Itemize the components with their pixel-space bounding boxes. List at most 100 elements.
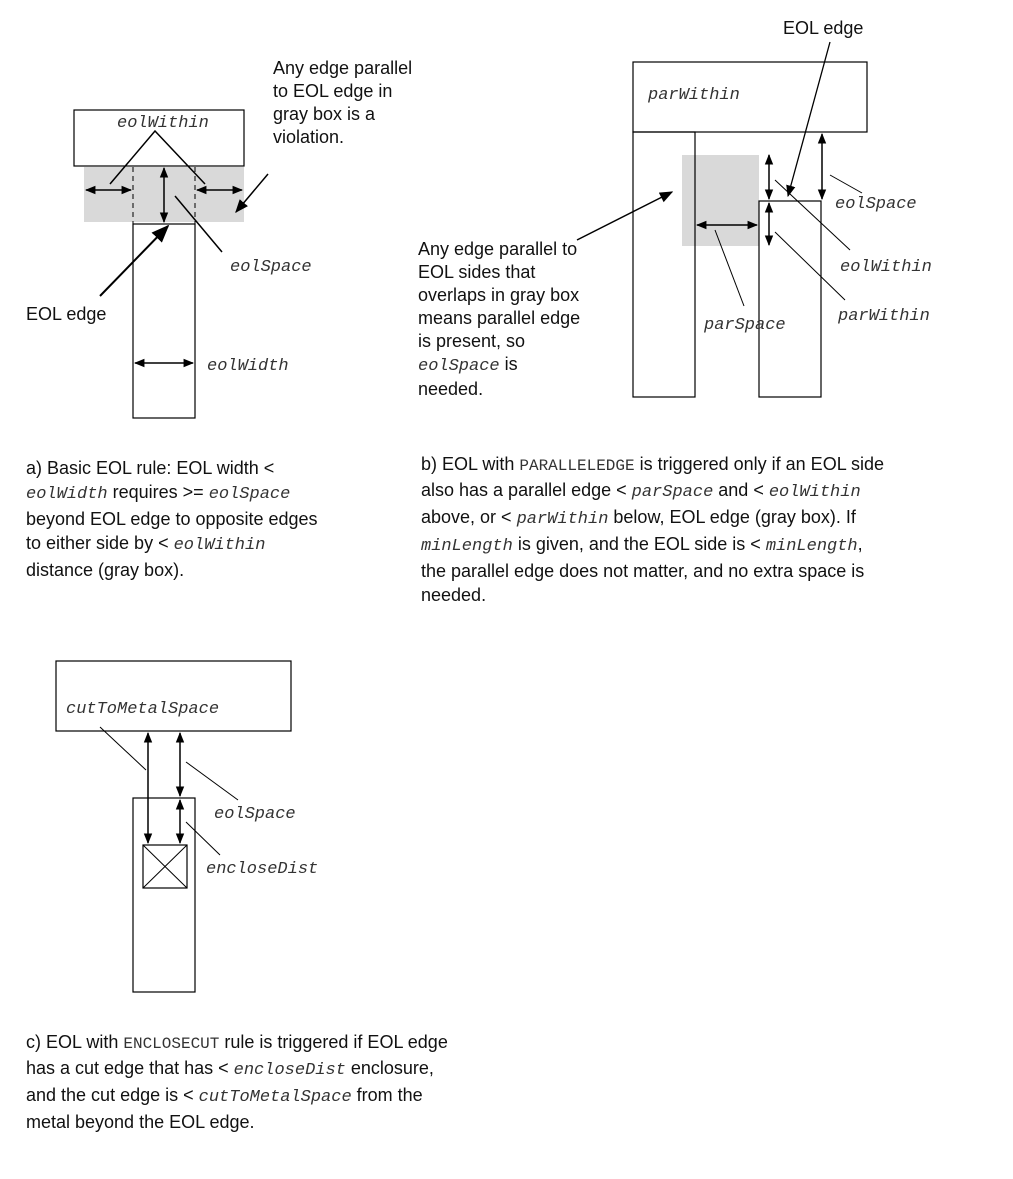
- caption-b-line: above, or < parWithin below, EOL edge (g…: [421, 505, 884, 532]
- caption-b-text: ,: [857, 534, 863, 554]
- eol-edge-leader-a: [99, 224, 170, 297]
- label-eol-space-b: eolSpace: [835, 195, 917, 214]
- note-b: Any edge parallel to EOL sides that over…: [418, 238, 580, 401]
- caption-b-text: b) EOL with: [421, 454, 520, 474]
- label-eol-space-a: eolSpace: [230, 258, 312, 277]
- note-a-line: Any edge parallel: [273, 58, 413, 78]
- note-b-text: is: [499, 354, 518, 374]
- cut-via-square: [142, 844, 188, 889]
- label-par-within-b: parWithin: [837, 307, 930, 326]
- diagram-c: cutToMetalSpace eolSpace encloseDist: [55, 660, 318, 993]
- caption-b-text: above, or <: [421, 507, 517, 527]
- caption-b-text: also has a parallel edge <: [421, 480, 632, 500]
- eol-metal-rect-b: [758, 200, 822, 398]
- caption-a-line: beyond EOL edge to opposite edges: [26, 509, 318, 529]
- enclose-dist-leader: [185, 821, 221, 856]
- label-eol-space-c: eolSpace: [214, 805, 296, 824]
- caption-b-line: b) EOL with PARALLELEDGE is triggered on…: [421, 452, 884, 478]
- eol-edge-leader-b: [786, 41, 831, 198]
- note-a-line: gray box is a: [273, 104, 376, 124]
- label-par-space-b: parSpace: [703, 316, 786, 335]
- parallel-note-leader: [576, 191, 674, 241]
- par-within-leader-b: [774, 231, 846, 301]
- par-within-rect: [632, 61, 868, 133]
- eol-space-leader-c: [185, 761, 239, 801]
- cut-to-metal-leader: [99, 726, 147, 771]
- caption-a-text: requires >=: [107, 482, 209, 502]
- label-cut-to-metal: cutToMetalSpace: [66, 700, 219, 719]
- eol-space-leader-b: [829, 174, 863, 194]
- caption-c-code: cutToMetalSpace: [198, 1088, 352, 1107]
- gray-parallel-box: [682, 155, 759, 246]
- caption-c-text: from the: [351, 1085, 423, 1105]
- caption-a-line: distance (gray box).: [26, 560, 185, 580]
- caption-a-line: eolWidth requires >= eolSpace: [26, 480, 318, 507]
- caption-a: a) Basic EOL rule: EOL width < eolWidth …: [26, 456, 318, 582]
- cut-to-metal-rect: [55, 660, 292, 732]
- caption-c-line: and the cut edge is < cutToMetalSpace fr…: [26, 1083, 448, 1110]
- caption-b-line: needed.: [421, 585, 487, 605]
- caption-c-line: has a cut edge that has < encloseDist en…: [26, 1056, 448, 1083]
- note-b-line: overlaps in gray box: [418, 285, 580, 305]
- eol-space-leader: [174, 195, 223, 253]
- note-b-eolspace: eolSpace: [418, 357, 500, 376]
- note-a-line: violation.: [273, 127, 345, 147]
- upper-metal-rect: [73, 109, 245, 167]
- label-eol-within-a: eolWithin: [117, 114, 209, 133]
- caption-c-text: c) EOL with: [26, 1032, 124, 1052]
- label-enclose-dist: encloseDist: [206, 860, 318, 879]
- eol-within-leader-b: [774, 179, 851, 251]
- caption-b-code: parWithin: [516, 510, 609, 529]
- caption-a-code: eolWidth: [26, 485, 108, 504]
- diagram-a: eolWithin eolSpace eolWidth EOL edge: [26, 109, 312, 419]
- caption-a-line: to either side by < eolWithin: [26, 531, 318, 558]
- caption-b-code: minLength: [765, 537, 858, 556]
- diagram-b: EOL edge parWithin eolSpace eolWithin pa…: [576, 18, 932, 398]
- caption-c-line: metal beyond the EOL edge.: [26, 1112, 255, 1132]
- label-eol-width-a: eolWidth: [207, 357, 289, 376]
- caption-c-text: has a cut edge that has <: [26, 1058, 234, 1078]
- caption-a-line: a) Basic EOL rule: EOL width <: [26, 458, 275, 478]
- caption-b-line: also has a parallel edge < parSpace and …: [421, 478, 884, 505]
- violation-leader: [235, 173, 269, 214]
- eol-within-leader: [109, 129, 206, 185]
- note-b-line: needed.: [418, 379, 484, 399]
- caption-c-text: rule is triggered if EOL edge: [219, 1032, 448, 1052]
- caption-b-keyword: PARALLELEDGE: [519, 457, 635, 475]
- caption-c-text: and the cut edge is <: [26, 1085, 199, 1105]
- label-eol-within-b: eolWithin: [840, 258, 932, 277]
- note-a-line: to EOL edge in: [273, 81, 393, 101]
- caption-c-line: c) EOL with ENCLOSECUT rule is triggered…: [26, 1030, 448, 1056]
- label-eol-edge-a: EOL edge: [26, 304, 106, 324]
- caption-b-line: minLength is given, and the EOL side is …: [421, 532, 884, 559]
- note-b-line: Any edge parallel to: [418, 239, 578, 259]
- eol-metal-rect: [132, 223, 196, 419]
- note-a: Any edge parallel to EOL edge in gray bo…: [273, 57, 412, 149]
- label-eol-edge-b: EOL edge: [783, 18, 863, 38]
- note-b-line: eolSpace is: [418, 353, 580, 378]
- note-b-line: is present, so: [418, 331, 526, 351]
- caption-a-text: to either side by <: [26, 533, 174, 553]
- caption-a-code: eolWithin: [173, 536, 266, 555]
- caption-c-code: encloseDist: [233, 1061, 346, 1080]
- caption-b-text: is triggered only if an EOL side: [634, 454, 885, 474]
- caption-b-code: minLength: [421, 537, 513, 556]
- cut-via-cross-2: [142, 844, 188, 889]
- caption-c-text: enclosure,: [345, 1058, 434, 1078]
- caption-b-code: eolWithin: [768, 483, 861, 502]
- caption-b-text: below, EOL edge (gray box). If: [608, 507, 856, 527]
- caption-b: b) EOL with PARALLELEDGE is triggered on…: [421, 452, 884, 607]
- par-space-leader-b: [714, 229, 745, 307]
- caption-b-text: and <: [713, 480, 769, 500]
- note-b-line: means parallel edge: [418, 308, 581, 328]
- caption-b-code: parSpace: [631, 483, 714, 502]
- eol-metal-rect-c: [132, 797, 196, 993]
- left-metal-rect: [632, 131, 696, 398]
- caption-a-code: eolSpace: [208, 485, 291, 504]
- caption-c-keyword: ENCLOSECUT: [123, 1035, 220, 1053]
- label-par-within-box: parWithin: [647, 86, 740, 105]
- caption-b-line: the parallel edge does not matter, and n…: [421, 561, 865, 581]
- caption-c: c) EOL with ENCLOSECUT rule is triggered…: [26, 1030, 448, 1134]
- note-b-line: EOL sides that: [418, 262, 536, 282]
